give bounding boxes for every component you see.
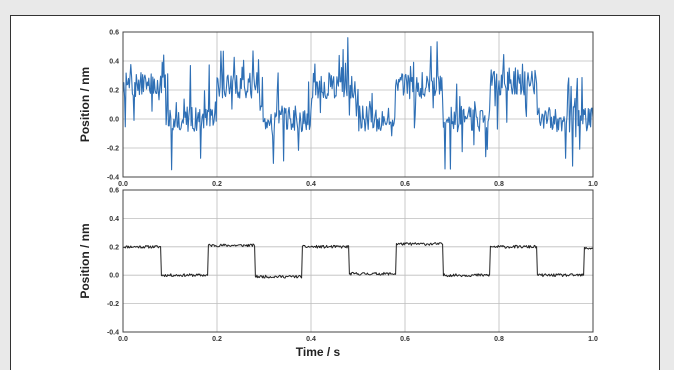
y-tick-label: -0.2 — [107, 301, 119, 308]
x-tick-label: 0.8 — [494, 181, 504, 188]
x-tick-label: 0.6 — [400, 336, 410, 343]
y-tick-label: 0.2 — [109, 244, 119, 251]
y-axis-label: Position / nm — [78, 223, 92, 298]
figure-canvas: 0.60.40.20.0-0.2-0.40.0 0.2 0.4 0.6 0.8 1.0Po… — [78, 30, 598, 360]
x-tick-label: 1.0 — [588, 336, 598, 343]
y-tick-label: 0.2 — [109, 88, 119, 95]
y-tick-label: -0.4 — [107, 330, 119, 337]
plot-area — [122, 189, 594, 333]
y-tick-label: 0.0 — [109, 117, 119, 124]
y-tick-label: 0.0 — [109, 273, 119, 280]
y-tick-label: -0.2 — [107, 146, 119, 153]
x-axis-label: Time / s — [296, 345, 341, 359]
x-tick-label: 1.0 — [588, 181, 598, 188]
y-tick-label: 0.4 — [109, 216, 119, 223]
y-tick-label: -0.4 — [107, 175, 119, 182]
y-tick-label: 0.6 — [109, 188, 119, 195]
y-axis-label: Position / nm — [78, 67, 92, 142]
x-tick-label: 0.8 — [494, 336, 504, 343]
x-tick-label: 0.0 — [118, 336, 128, 343]
figure-frame: 0.6 0.4 0.2 0.0 -0.2 -0.4 0.0 0.2 0.4 0.6 0.8 1.0 Po… — [10, 15, 660, 370]
x-tick-label: 0.2 — [212, 181, 222, 188]
x-tick-label: 0.6 — [400, 181, 410, 188]
x-tick-label: 0.2 — [212, 336, 222, 343]
x-tick-label: 0.0 — [118, 181, 128, 188]
x-tick-label: 0.4 — [306, 336, 316, 343]
series-line — [122, 37, 594, 171]
plot-area — [122, 31, 594, 178]
chart-panel-bottom: 0.60.40.20.0-0.2-0.40.0 0.2 0.4 0.6 0.8 1.0Po… — [78, 188, 598, 360]
chart-panel-top: 0.60.40.20.0-0.2-0.40.0 0.2 0.4 0.6 0.8 1.0Po… — [78, 30, 598, 189]
x-tick-label: 0.4 — [306, 181, 316, 188]
series-line — [122, 242, 594, 279]
y-tick-label: 0.4 — [109, 59, 119, 66]
y-tick-label: 0.6 — [109, 30, 119, 37]
